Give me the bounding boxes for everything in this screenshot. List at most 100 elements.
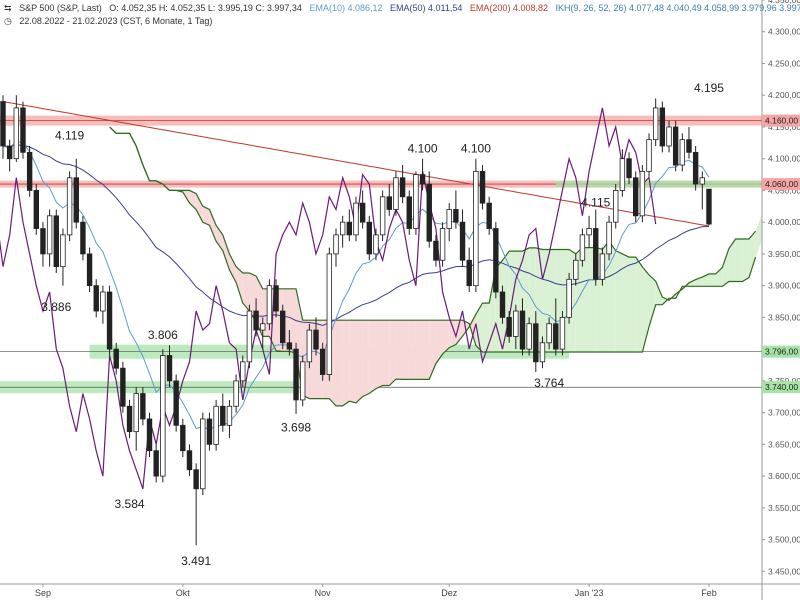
y-tick-label: 4.350,00 xyxy=(768,0,800,5)
candle-body xyxy=(606,221,612,255)
candle-body xyxy=(539,342,546,363)
y-tick-label: 3.950,00 xyxy=(768,249,800,259)
candle-body xyxy=(233,380,239,407)
indicator-lines xyxy=(0,101,757,489)
cloud-segment xyxy=(722,248,729,287)
candle-body xyxy=(299,361,306,401)
price-annotation: 3.491 xyxy=(181,554,211,568)
level-zone xyxy=(555,180,762,188)
candle-body xyxy=(113,348,119,369)
ema200-legend[interactable]: EMA(200) 4.008,82 xyxy=(469,3,548,13)
candle-body xyxy=(253,310,259,331)
cloud-segment xyxy=(355,320,363,403)
ikh-legend[interactable]: IKH(9, 26, 52, 26) 4.077,48 4.040,49 4.0… xyxy=(555,3,800,13)
candle-body xyxy=(566,278,572,318)
candle-body xyxy=(326,253,333,375)
cloud-segment xyxy=(389,320,396,386)
cloud-segment xyxy=(395,320,403,380)
candle-body xyxy=(339,221,346,236)
cloud-segment xyxy=(622,253,630,352)
candle-body xyxy=(366,221,372,255)
candle-body xyxy=(633,177,639,217)
candle-body xyxy=(639,170,646,217)
candle-body xyxy=(160,355,166,477)
candle-body xyxy=(26,151,33,191)
candle-body xyxy=(0,101,6,147)
candle-body xyxy=(586,228,592,236)
candle-body xyxy=(513,310,519,337)
candle-body xyxy=(433,240,439,261)
cloud-segment xyxy=(236,266,243,304)
cloud-segment xyxy=(196,193,203,223)
x-tick-label: Sep xyxy=(35,588,51,598)
y-tick-label: 4.150,00 xyxy=(768,122,800,132)
cloud-segment xyxy=(409,320,416,380)
symbol-label: S&P 500 (S&P, Last) xyxy=(19,3,102,13)
candle-body xyxy=(486,202,492,229)
price-annotation: 4.119 xyxy=(55,129,84,143)
candle-body xyxy=(33,190,39,229)
cloud-segment xyxy=(442,320,450,355)
candle-body xyxy=(453,209,459,223)
cloud-segment xyxy=(629,257,636,352)
cloud-segment xyxy=(642,266,650,352)
y-tick-label: 3.700,00 xyxy=(768,408,800,418)
candle-body xyxy=(20,107,26,153)
candlesticks[interactable] xyxy=(0,95,712,546)
candle-body xyxy=(379,196,386,236)
x-tick-label: Jan '23 xyxy=(575,588,604,598)
ema50-legend[interactable]: EMA(50) 4.011,54 xyxy=(390,3,463,13)
cloud-segment xyxy=(748,231,756,278)
candle-body xyxy=(546,323,552,344)
chart-header-row-1: ⇆ S&P 500 (S&P, Last) O: 4.052,35 H: 4.0… xyxy=(4,3,800,14)
candle-body xyxy=(373,234,379,255)
cloud-segment xyxy=(369,320,376,394)
candle-body xyxy=(613,190,619,223)
candle-body xyxy=(120,367,126,407)
candle-body xyxy=(60,234,66,268)
candle-body xyxy=(573,259,579,280)
x-tick-label: Feb xyxy=(701,588,717,598)
ema10-legend[interactable]: EMA(10) 4.086,12 xyxy=(309,3,383,13)
cloud-segment xyxy=(449,320,456,348)
candle-body xyxy=(266,285,273,325)
y-tick-label: 4.100,00 xyxy=(768,154,800,164)
candle-body xyxy=(706,188,712,225)
cloud-segment xyxy=(715,267,723,287)
price-annotation: 4.115 xyxy=(581,195,610,209)
price-annotation: 4.100 xyxy=(408,141,438,155)
candle-body xyxy=(599,253,606,280)
candle-body xyxy=(426,183,432,242)
chart-type-icon[interactable]: ⇆ xyxy=(4,3,12,13)
x-tick-label: Dez xyxy=(441,588,458,598)
candle-body xyxy=(173,380,179,426)
candle-body xyxy=(346,221,353,236)
candle-body xyxy=(526,323,532,350)
ema200-line xyxy=(2,101,710,227)
candle-body xyxy=(146,418,153,452)
candle-body xyxy=(593,228,599,280)
candle-body xyxy=(353,202,359,236)
y-tick-label: 4.250,00 xyxy=(768,58,800,68)
candle-body xyxy=(386,196,392,210)
candle-body xyxy=(699,177,705,185)
candle-body xyxy=(40,228,46,255)
cloud-segment xyxy=(209,209,217,242)
candle-body xyxy=(313,329,319,350)
ichimoku-cloud xyxy=(109,126,763,406)
price-annotation: 3.806 xyxy=(148,328,178,342)
cloud-segment xyxy=(422,320,430,380)
cloud-segment xyxy=(455,320,463,345)
candle-body xyxy=(153,450,159,477)
x-tick-label: Nov xyxy=(315,588,332,598)
cloud-segment xyxy=(202,206,210,226)
cloud-segment xyxy=(382,320,390,386)
cloud-segment xyxy=(342,320,350,406)
candle-body xyxy=(226,405,233,426)
price-annotation: 3.584 xyxy=(115,497,145,511)
candle-body xyxy=(280,310,286,344)
cloud-segment xyxy=(289,288,297,353)
level-label: 3.740,00 xyxy=(765,382,798,392)
